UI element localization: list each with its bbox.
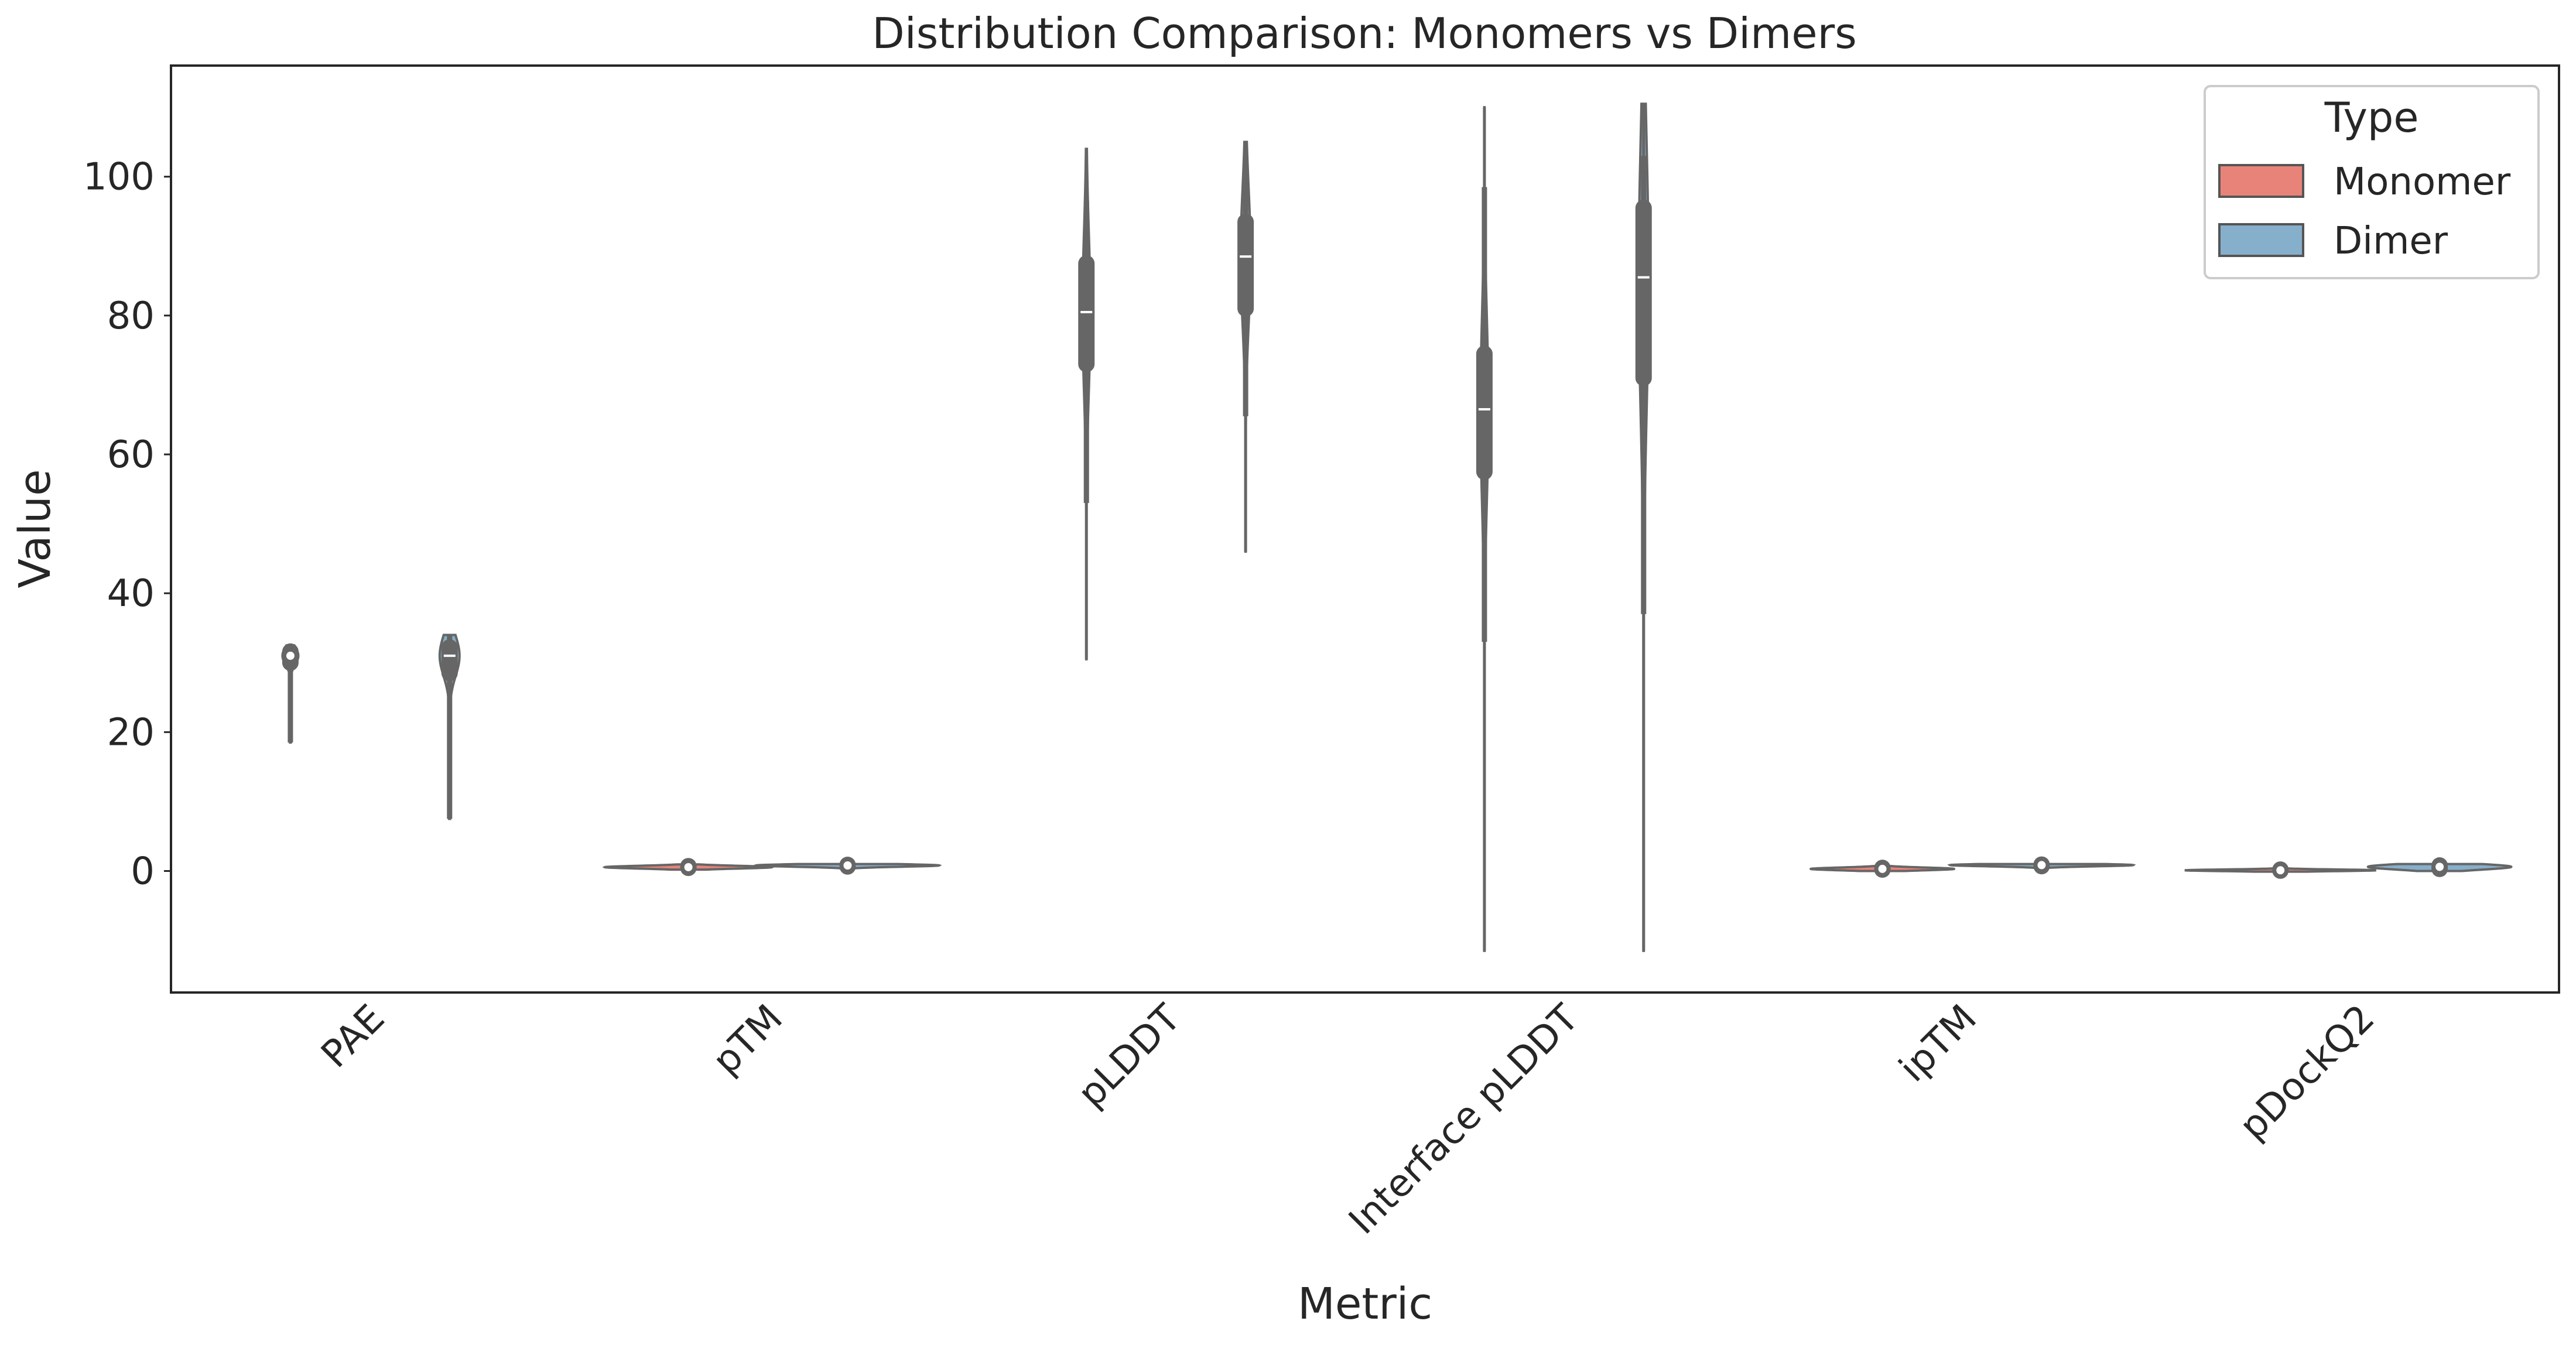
x-tick-label-pae: PAE (313, 997, 393, 1076)
x-tick-label-interface-plddt: Interface pLDDT (1341, 996, 1588, 1243)
median-dimer-pdockq2 (2433, 860, 2447, 874)
x-axis-label: Metric (1298, 1279, 1432, 1329)
y-tick-label: 0 (131, 850, 155, 893)
y-tick-label: 20 (107, 711, 155, 754)
legend-swatch-dimer (2218, 223, 2304, 257)
y-axis-ticks: 0 20 40 60 80 100 (83, 156, 171, 893)
median-dimer-iptm (2035, 858, 2048, 872)
chart-title: Distribution Comparison: Monomers vs Dim… (872, 9, 1856, 58)
legend: Type Monomer Dimer (2204, 85, 2540, 279)
violins-layer (281, 102, 2513, 952)
legend-label-monomer: Monomer (2334, 160, 2511, 204)
x-tick-label-pdockq2: pDockQ2 (2231, 997, 2383, 1148)
y-axis-label: Value (10, 469, 60, 588)
median-monomer-iptm (1876, 862, 1889, 875)
y-tick-label: 80 (107, 295, 155, 338)
median-monomer-pae (283, 649, 297, 662)
x-tick-label-iptm: ipTM (1891, 997, 1985, 1090)
plot-frame (170, 64, 2560, 994)
y-tick-label: 40 (107, 572, 155, 615)
legend-swatch-monomer (2218, 164, 2304, 198)
y-tick-label: 100 (83, 156, 155, 199)
median-dimer-ptm (841, 859, 854, 872)
median-monomer-ptm (682, 860, 695, 874)
legend-title: Type (2324, 94, 2419, 142)
y-tick-label: 60 (107, 433, 155, 477)
x-axis-ticks: PAE pTM pLDDT Interface pLDDT ipTM pDockQ2 (313, 996, 2383, 1243)
median-monomer-pdockq2 (2274, 864, 2287, 877)
x-tick-label-plddt: pLDDT (1070, 996, 1189, 1115)
x-tick-label-ptm: pTM (704, 997, 791, 1083)
legend-label-dimer: Dimer (2334, 220, 2448, 263)
